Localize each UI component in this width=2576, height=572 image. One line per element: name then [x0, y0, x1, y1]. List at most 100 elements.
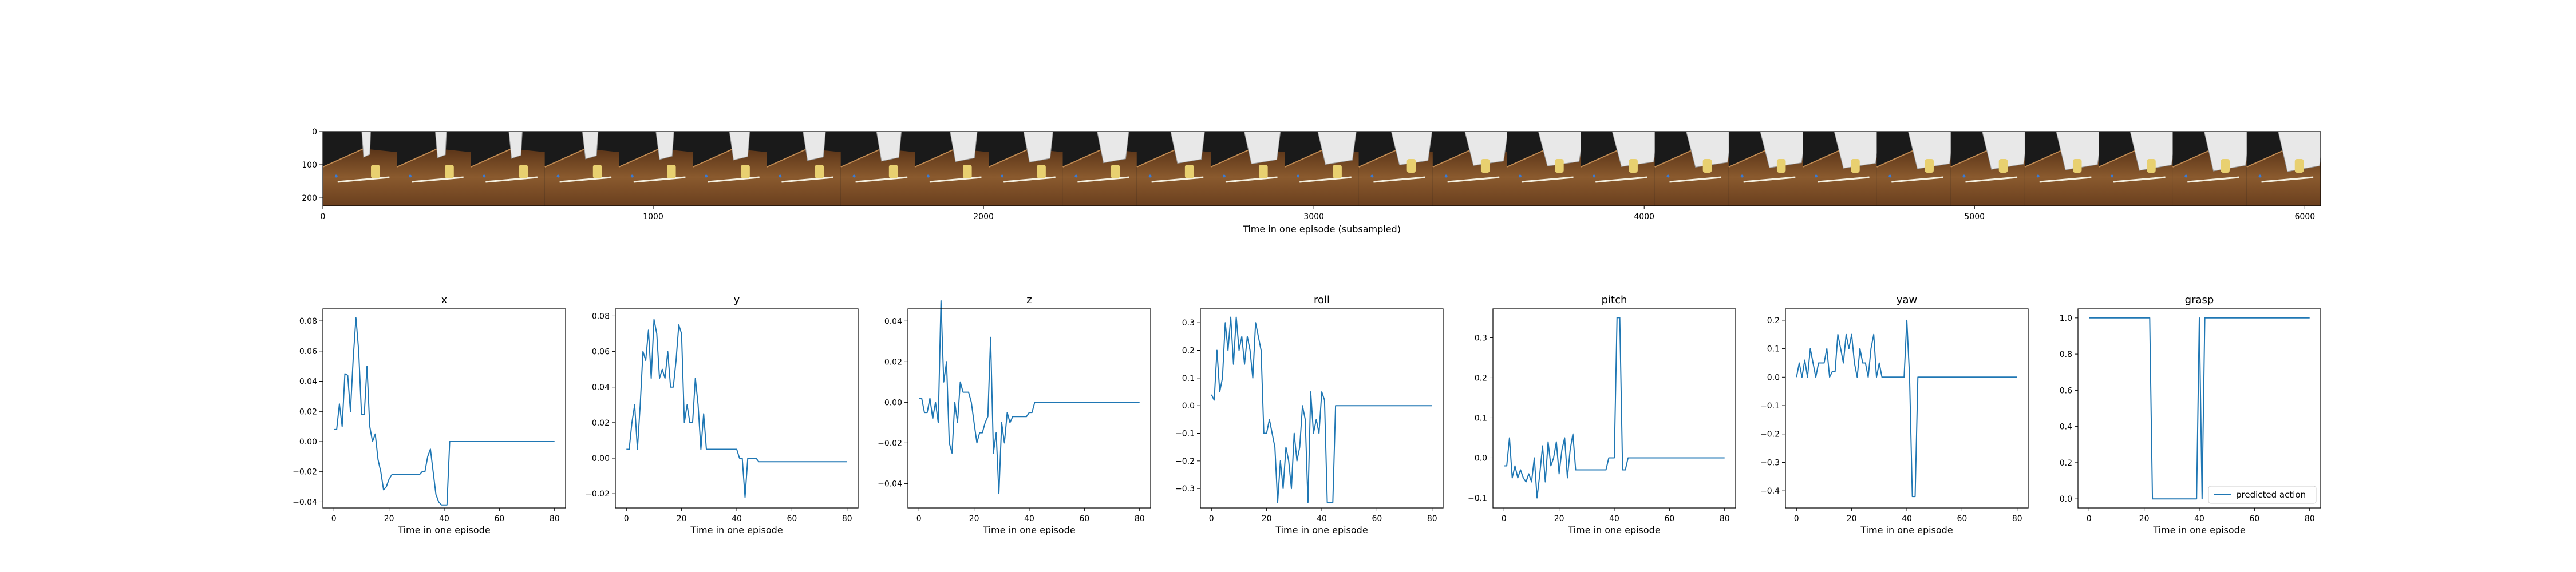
series-line	[1211, 316, 1432, 503]
y-tick-label: 0.00	[299, 438, 317, 447]
camera-frame	[692, 132, 768, 206]
camera-frame	[1802, 132, 1880, 206]
y-tick-label: 0.06	[592, 348, 610, 357]
camera-frame	[767, 132, 841, 206]
filmstrip-panel: 0 1000 2000 3000 4000 5000 6000 0 100 200 Time i…	[302, 128, 2321, 235]
camera-frame	[988, 132, 1064, 206]
y-tick-label: 0.00	[884, 398, 902, 407]
camera-frame	[1284, 132, 1360, 206]
filmstrip-x-tick-label: 0	[321, 212, 326, 221]
filmstrip-x-tick-label: 4000	[1634, 212, 1654, 221]
panel-z: z 0 20 40 60 80 0.04 0.02 0.00 −0.02 −0.04 Time in …	[878, 294, 1151, 535]
y-tick-label: −0.2	[1175, 457, 1195, 466]
camera-frame	[1210, 132, 1285, 206]
series-line	[2089, 317, 2310, 500]
panel-title: grasp	[2185, 294, 2214, 306]
axes-frame	[322, 308, 566, 509]
panel-title: roll	[1314, 294, 1330, 306]
x-tick-label: 40	[2194, 514, 2204, 523]
y-tick-label: −0.1	[1175, 430, 1195, 439]
y-tick-label: −0.1	[1760, 402, 1780, 411]
x-tick-label: 40	[439, 514, 449, 523]
x-axis-label: Time in one episode	[690, 525, 783, 535]
camera-frame	[2246, 132, 2321, 206]
camera-frame	[1062, 132, 1137, 206]
x-tick-label: 20	[1262, 514, 1272, 523]
camera-frame	[1950, 132, 2029, 206]
camera-frame	[471, 132, 546, 206]
x-tick-label: 40	[732, 514, 742, 523]
filmstrip-x-tick-label: 5000	[1964, 212, 1985, 221]
axes-frame	[907, 308, 1151, 509]
y-tick-label: −0.04	[293, 498, 317, 507]
panel-roll: roll 0 20 40 60 80 0.3 0.2 0.1 0.0 −0.1 −0.2 −0.3 Tim…	[1175, 294, 1444, 535]
y-tick-label: 0.2	[1475, 374, 1487, 383]
x-tick-label: 60	[1957, 514, 1967, 523]
y-tick-label: 0.04	[299, 378, 317, 387]
x-axis-label: Time in one episode	[982, 525, 1075, 535]
robot-camera-frames-image	[323, 132, 2321, 206]
camera-frame	[840, 132, 915, 206]
filmstrip-x-tick-label: 3000	[1303, 212, 1324, 221]
y-tick-label: −0.3	[1760, 458, 1780, 467]
y-tick-label: 0.6	[2060, 386, 2072, 395]
y-tick-label: 0.0	[2060, 495, 2072, 504]
legend-entry: predicted action	[2236, 490, 2306, 500]
panel-grasp: grasp 0 20 40 60 80 1.0 0.8 0.6 0.4 0.2 0.0 Time in …	[2060, 294, 2321, 535]
axes-frame	[1200, 308, 1444, 509]
x-tick-label: 80	[1720, 514, 1730, 523]
x-axis-label: Time in one episode	[2152, 525, 2245, 535]
filmstrip-axes-frame	[322, 131, 2321, 206]
x-tick-label: 20	[1554, 514, 1564, 523]
x-tick-label: 80	[1427, 514, 1437, 523]
y-tick-label: 0.02	[299, 407, 317, 416]
series-line	[919, 300, 1140, 495]
filmstrip-x-tick-label: 2000	[973, 212, 994, 221]
y-tick-label: 0.2	[1182, 347, 1195, 356]
x-tick-label: 20	[1847, 514, 1857, 523]
x-tick-label: 0	[1502, 514, 1507, 523]
y-tick-label: −0.02	[585, 490, 610, 499]
x-tick-label: 80	[2305, 514, 2315, 523]
x-tick-label: 60	[494, 514, 504, 523]
filmstrip-y-ticks: 0 100 200	[302, 128, 323, 203]
filmstrip-x-tick-label: 1000	[643, 212, 663, 221]
panel-yaw: yaw 0 20 40 60 80 0.2 0.1 0.0 −0.1 −0.2 −0.3 −0.4 Tim…	[1760, 294, 2029, 535]
x-tick-label: 80	[550, 514, 560, 523]
x-tick-label: 40	[1317, 514, 1327, 523]
camera-frame	[1876, 132, 1955, 206]
series-line	[1796, 319, 2017, 498]
x-tick-label: 80	[2012, 514, 2022, 523]
y-tick-label: 0.3	[1475, 333, 1487, 343]
y-tick-label: 0.2	[1767, 316, 1780, 325]
filmstrip-x-ticks: 0 1000 2000 3000 4000 5000 6000	[321, 206, 2315, 221]
x-tick-label: 40	[1024, 514, 1034, 523]
x-tick-label: 0	[624, 514, 629, 523]
camera-frame	[396, 132, 472, 206]
y-tick-label: 0.04	[592, 383, 610, 392]
axes-frame	[1492, 308, 1736, 509]
x-tick-label: 0	[916, 514, 922, 523]
filmstrip-y-tick-label: 200	[302, 194, 317, 203]
camera-frame	[323, 132, 397, 206]
panel-y: y 0 20 40 60 80 0.08 0.06 0.04 0.02 0.00 −0.02 Time …	[585, 294, 859, 535]
y-tick-label: −0.3	[1175, 484, 1195, 494]
panel-title: yaw	[1897, 294, 1917, 306]
y-tick-label: −0.02	[293, 468, 317, 477]
panel-title: x	[441, 294, 448, 306]
y-tick-label: 0.02	[884, 357, 902, 367]
filmstrip-x-tick-label: 6000	[2294, 212, 2315, 221]
panel-pitch: pitch 0 20 40 60 80 0.3 0.2 0.1 0.0 −0.1 Time in on…	[1468, 294, 1736, 535]
y-tick-label: 0.4	[2060, 423, 2072, 432]
y-tick-label: −0.04	[878, 479, 902, 488]
camera-frame	[2024, 132, 2103, 206]
filmstrip-x-axis-label: Time in one episode (subsampled)	[1242, 224, 1401, 235]
camera-frame	[1728, 132, 1807, 206]
axes-frame	[615, 308, 859, 509]
axes-frame	[1785, 308, 2029, 509]
y-tick-label: 1.0	[2060, 314, 2072, 323]
x-tick-label: 60	[787, 514, 797, 523]
action-panels: x0 20 40 60 800.080.060.040.020.00−0.02−0.04…	[293, 294, 2321, 535]
x-axis-label: Time in one episode	[1275, 525, 1368, 535]
